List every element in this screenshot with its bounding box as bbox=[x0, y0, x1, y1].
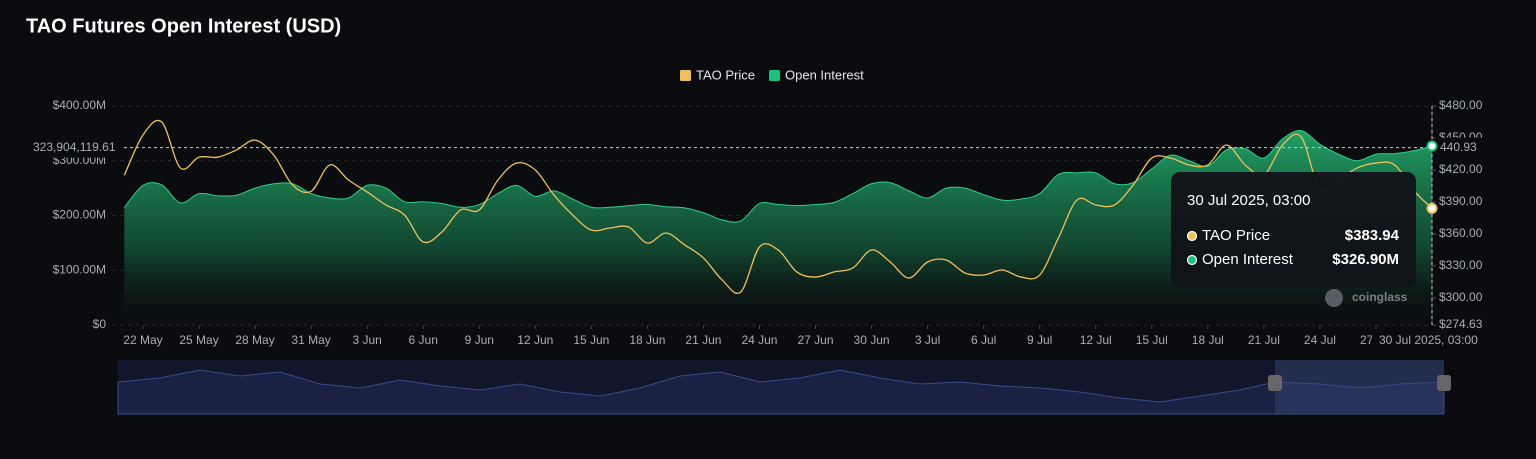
x-tick-label: 15 Jul bbox=[1136, 333, 1168, 347]
navigator-handle[interactable] bbox=[1268, 375, 1282, 391]
legend-swatch bbox=[680, 70, 691, 81]
crosshair-y-box bbox=[28, 137, 124, 158]
y-tick-label: $400.00M bbox=[53, 98, 106, 112]
crosshair-y2-label: 440.93 bbox=[1440, 140, 1477, 154]
active-point bbox=[1426, 140, 1438, 152]
y2-tick-label: $480.00 bbox=[1439, 98, 1483, 112]
x-tick-label: 31 May bbox=[291, 333, 330, 347]
x-tick-label: 25 May bbox=[179, 333, 218, 347]
y2-tick-label: $274.63 bbox=[1439, 317, 1483, 331]
crosshair-x-box bbox=[1372, 330, 1492, 352]
x-tick-label: 9 Jun bbox=[465, 333, 494, 347]
tooltip-value: $326.90M bbox=[1332, 251, 1399, 268]
tooltip-box bbox=[1171, 172, 1416, 288]
tooltip-value: $383.94 bbox=[1345, 227, 1400, 244]
tooltip-dot bbox=[1186, 254, 1198, 266]
series-line bbox=[123, 119, 1433, 294]
tooltip-title: 30 Jul 2025, 03:00 bbox=[1187, 192, 1310, 209]
x-tick-label: 24 Jul bbox=[1304, 333, 1336, 347]
tooltip-name: TAO Price bbox=[1202, 227, 1270, 244]
crosshair-x-label: 30 Jul 2025, 03:00 bbox=[1379, 333, 1478, 347]
y2-tick-label: $360.00 bbox=[1439, 226, 1483, 240]
x-tick-label: 18 Jun bbox=[629, 333, 665, 347]
x-tick-label: 21 Jun bbox=[685, 333, 721, 347]
y2-tick-label: $390.00 bbox=[1439, 194, 1483, 208]
x-tick-label: 12 Jul bbox=[1080, 333, 1112, 347]
x-tick-label: 28 May bbox=[235, 333, 274, 347]
legend-swatch bbox=[769, 70, 780, 81]
x-tick-label: 22 May bbox=[123, 333, 162, 347]
crosshair-y2-box bbox=[1435, 137, 1495, 158]
watermark-logo bbox=[1325, 289, 1343, 307]
y2-tick-label: $300.00 bbox=[1439, 290, 1483, 304]
y-tick-label: $100.00M bbox=[53, 262, 106, 276]
watermark: coinglass bbox=[1352, 290, 1408, 304]
x-tick-label: 9 Jul bbox=[1027, 333, 1052, 347]
x-tick-label: 30 Jun bbox=[854, 333, 890, 347]
x-tick-label: 3 Jun bbox=[352, 333, 381, 347]
navigator-series bbox=[117, 369, 1445, 415]
tooltip-name: Open Interest bbox=[1202, 251, 1294, 268]
y2-tick-label: $330.00 bbox=[1439, 258, 1483, 272]
series-area bbox=[124, 130, 1432, 325]
x-tick-label: 15 Jun bbox=[573, 333, 609, 347]
navigator-handle[interactable] bbox=[1437, 375, 1451, 391]
legend-label: Open Interest bbox=[785, 67, 864, 82]
chart-title: TAO Futures Open Interest (USD) bbox=[26, 15, 341, 37]
navigator[interactable] bbox=[117, 360, 1451, 415]
x-tick-label: 12 Jun bbox=[517, 333, 553, 347]
y2-tick-label: $420.00 bbox=[1439, 162, 1483, 176]
x-tick-label: 27 Jun bbox=[797, 333, 833, 347]
active-point bbox=[1426, 202, 1438, 214]
tooltip: 30 Jul 2025, 03:00 TAO Price $383.94 Open I… bbox=[1171, 172, 1416, 288]
x-tick-label: 21 Jul bbox=[1248, 333, 1280, 347]
tooltip-dot bbox=[1186, 230, 1198, 242]
x-tick-label: 6 Jun bbox=[409, 333, 438, 347]
crosshair-y-label: 323,904,119.61 bbox=[33, 140, 116, 154]
legend-label: TAO Price bbox=[696, 67, 755, 82]
x-tick-label: 6 Jul bbox=[971, 333, 996, 347]
x-tick-label: 18 Jul bbox=[1192, 333, 1224, 347]
y-tick-label: $0 bbox=[93, 317, 107, 331]
series-line bbox=[123, 130, 1433, 223]
x-tick-label: 24 Jun bbox=[741, 333, 777, 347]
y-tick-label: $200.00M bbox=[53, 208, 106, 222]
x-tick-label: 3 Jul bbox=[915, 333, 940, 347]
navigator-selection[interactable] bbox=[1275, 360, 1444, 414]
